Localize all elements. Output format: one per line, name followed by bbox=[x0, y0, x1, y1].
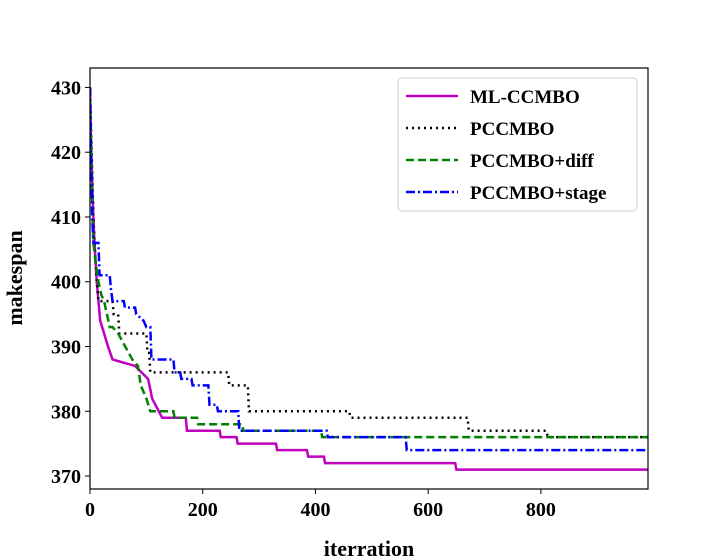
series-line-1 bbox=[90, 87, 648, 439]
x-tick-label: 400 bbox=[300, 499, 330, 521]
legend-label-3: PCCMBO+stage bbox=[470, 183, 606, 204]
series-layer bbox=[90, 87, 648, 471]
y-axis-label: makespan bbox=[2, 230, 27, 325]
legend-label-2: PCCMBO+diff bbox=[470, 151, 594, 172]
x-tick-label: 0 bbox=[85, 499, 95, 521]
y-tick-label: 430 bbox=[51, 77, 81, 99]
x-axis: 0 200 400 600 800 bbox=[85, 489, 556, 521]
y-tick-label: 380 bbox=[51, 401, 81, 423]
series-line-0 bbox=[90, 87, 648, 471]
y-tick-label: 390 bbox=[51, 337, 81, 359]
legend-label-1: PCCMBO bbox=[470, 119, 554, 140]
legend-box bbox=[397, 77, 638, 212]
x-tick-label: 600 bbox=[413, 499, 443, 521]
y-tick-label: 400 bbox=[51, 272, 81, 294]
series-line-3 bbox=[90, 87, 648, 452]
y-tick-label: 420 bbox=[51, 142, 81, 164]
x-axis-label: iterration bbox=[324, 536, 414, 560]
x-tick-label: 800 bbox=[526, 499, 556, 521]
legend-label-0: ML-CCMBO bbox=[470, 87, 580, 108]
plot-frame bbox=[89, 67, 649, 490]
x-tick-label: 200 bbox=[188, 499, 218, 521]
series-line-2 bbox=[90, 87, 648, 439]
y-axis: 370 380 390 400 410 420 430 bbox=[51, 77, 90, 488]
y-tick-label: 410 bbox=[51, 207, 81, 229]
y-tick-label: 370 bbox=[51, 466, 81, 488]
legend: ML-CCMBO PCCMBO PCCMBO+diff PCCMBO+stage bbox=[397, 77, 638, 212]
